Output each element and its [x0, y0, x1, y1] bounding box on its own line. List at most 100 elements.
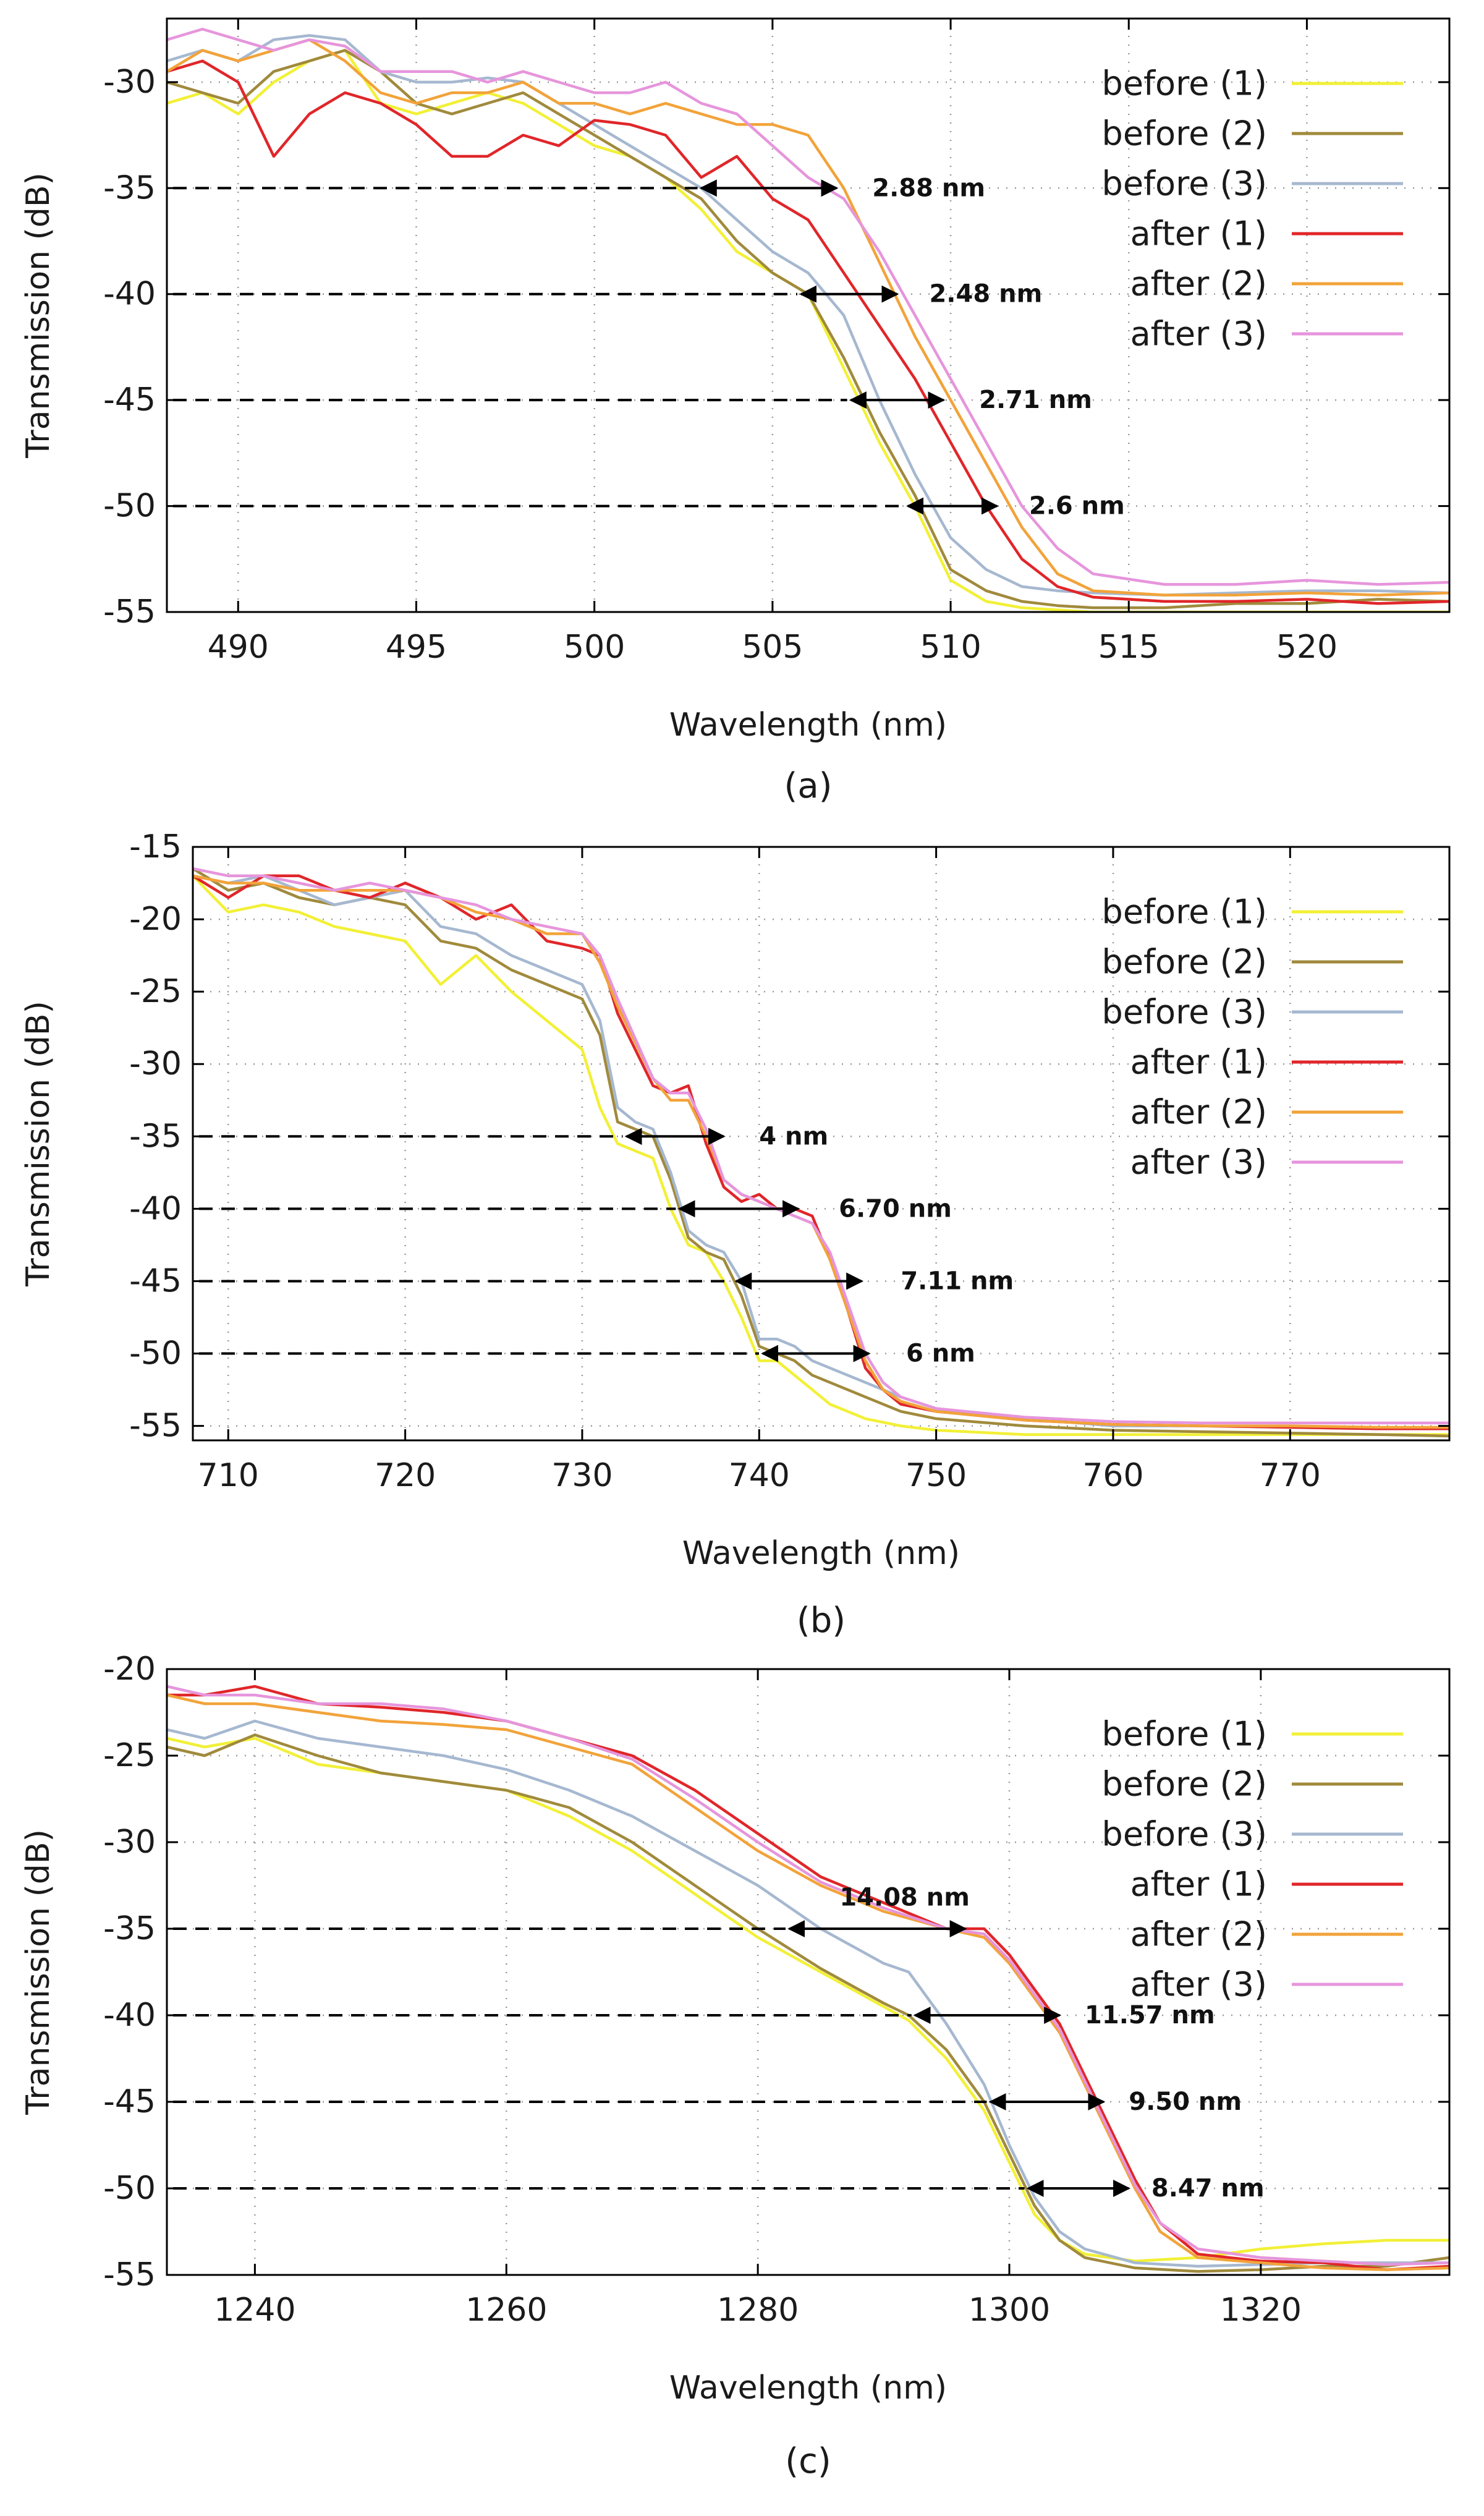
series-line-after-3 [193, 867, 1449, 1425]
legend: before (1) before (2) before (3) after (1) a… [1102, 1715, 1403, 2004]
legend-label: before (3) [1102, 993, 1267, 1032]
x-tick-label: 760 [1082, 1457, 1143, 1494]
y-tick-label: -30 [129, 1045, 182, 1082]
legend-label: after (1) [1130, 1043, 1267, 1082]
legend: before (1) before (2) before (3) after (1) a… [1102, 64, 1403, 354]
series-line-after-1 [167, 59, 1449, 605]
x-tick-label: 740 [729, 1457, 790, 1494]
y-axis-title: Transmission (dB) [20, 172, 57, 459]
chart-panel-c: 14.08 nm 11.57 nm 9.50 nm 8.47 nm 1240 1260 12… [20, 1651, 1451, 2481]
y-tick-label: -35 [129, 1118, 182, 1155]
legend-label: after (1) [1130, 215, 1267, 253]
x-tick-label: 1240 [214, 2292, 295, 2329]
y-tick-label: -50 [103, 2170, 156, 2207]
y-tick-label: -40 [103, 276, 156, 313]
series-line-before-1 [193, 875, 1449, 1436]
annotation-label: 8.47 nm [1151, 2174, 1265, 2203]
annotation-label: 2.88 nm [872, 174, 985, 202]
chart-panel-a: 2.88 nm 2.48 nm 2.71 nm 2.6 nm 490 495 500 505 5… [20, 17, 1451, 806]
x-tick-label: 720 [375, 1457, 436, 1494]
x-tick-label: 490 [208, 629, 269, 666]
x-axis-title: Wavelength (nm) [669, 707, 947, 744]
panel-caption: (b) [797, 1600, 846, 1641]
legend-label: before (1) [1102, 64, 1267, 103]
annotation-label: 4 nm [759, 1122, 828, 1150]
plot-frame [192, 846, 1451, 1442]
x-axis-title: Wavelength (nm) [682, 1535, 960, 1572]
annotation-label: 7.11 nm [901, 1267, 1014, 1295]
y-tick-label: -50 [129, 1335, 182, 1372]
x-tick-label: 1320 [1220, 2292, 1302, 2329]
annotation-label: 9.50 nm [1129, 2088, 1242, 2116]
annotation-label: 6 nm [906, 1340, 975, 1368]
x-tick-label: 500 [564, 629, 625, 666]
x-tick-label: 495 [386, 629, 447, 666]
series-line-before-2 [167, 49, 1449, 610]
y-tick-label: -55 [103, 593, 156, 631]
legend-label: before (2) [1102, 943, 1267, 982]
y-tick-label: -30 [103, 64, 156, 101]
x-tick-label: 515 [1098, 629, 1160, 666]
series-line-after-3 [167, 27, 1449, 586]
x-tick-label: 1260 [465, 2292, 547, 2329]
y-tick-label: -20 [103, 1651, 156, 1688]
annotation-label: 11.57 nm [1085, 2001, 1215, 2029]
annotation-label: 6.70 nm [839, 1194, 952, 1223]
plot-frame [166, 17, 1451, 613]
y-tick-label: -40 [129, 1190, 182, 1227]
panel-caption: (c) [785, 2441, 831, 2481]
series-line-before-3 [167, 1719, 1449, 2268]
y-axis-title: Transmission (dB) [20, 1001, 57, 1287]
y-axis-title: Transmission (dB) [20, 1829, 57, 2115]
chart-panel-b: 4 nm 6.70 nm 7.11 nm 6 nm 710 720 730 740 750 760… [20, 828, 1451, 1641]
legend: before (1) before (2) before (3) after (1) a… [1102, 893, 1403, 1182]
x-tick-label: 770 [1260, 1457, 1321, 1494]
y-tick-label: -20 [129, 901, 182, 938]
y-tick-label: -35 [103, 169, 156, 206]
y-tick-label: -30 [103, 1824, 156, 1861]
y-tick-label: -45 [103, 381, 156, 419]
y-tick-label: -25 [129, 973, 182, 1010]
x-tick-label: 520 [1276, 629, 1338, 666]
x-tick-label: 710 [198, 1457, 259, 1494]
legend-label: before (2) [1102, 1765, 1267, 1804]
legend-label: after (3) [1130, 1143, 1267, 1182]
x-tick-label: 730 [551, 1457, 613, 1494]
legend-label: after (2) [1130, 265, 1267, 304]
x-axis-title: Wavelength (nm) [669, 2369, 947, 2407]
legend-label: before (2) [1102, 114, 1267, 153]
legend-label: before (3) [1102, 1815, 1267, 1854]
series-group [193, 867, 1449, 1438]
plot-frame [166, 1668, 1451, 2276]
legend-label: after (2) [1130, 1093, 1267, 1132]
y-tick-label: -55 [129, 1408, 182, 1445]
legend-label: before (3) [1102, 164, 1267, 203]
y-tick-label: -50 [103, 488, 156, 525]
panel-caption: (a) [784, 766, 832, 806]
series-line-before-2 [193, 867, 1449, 1438]
x-tick-label: 510 [920, 629, 981, 666]
x-tick-label: 1280 [717, 2292, 799, 2329]
legend-label: before (1) [1102, 893, 1267, 932]
y-tick-label: -45 [103, 2083, 156, 2120]
legend-label: after (3) [1130, 1965, 1267, 2004]
y-tick-label: -55 [103, 2256, 156, 2293]
series-line-before-3 [167, 34, 1449, 597]
x-tick-label: 750 [905, 1457, 967, 1494]
series-line-before-2 [167, 1733, 1449, 2273]
y-tick-label: -45 [129, 1262, 182, 1299]
series-line-after-2 [167, 38, 1449, 597]
legend-label: after (1) [1130, 1865, 1267, 1904]
legend-label: after (3) [1130, 315, 1267, 354]
x-tick-label: 1300 [969, 2292, 1050, 2329]
legend-label: after (2) [1130, 1915, 1267, 1954]
annotation-label: 14.08 nm [839, 1884, 970, 1912]
y-tick-label: -15 [129, 828, 182, 865]
y-tick-label: -40 [103, 1997, 156, 2034]
annotation-label: 2.6 nm [1029, 492, 1125, 521]
annotation-label: 2.48 nm [929, 280, 1042, 308]
x-tick-label: 505 [742, 629, 803, 666]
y-tick-label: -25 [103, 1737, 156, 1774]
legend-label: before (1) [1102, 1715, 1267, 1754]
